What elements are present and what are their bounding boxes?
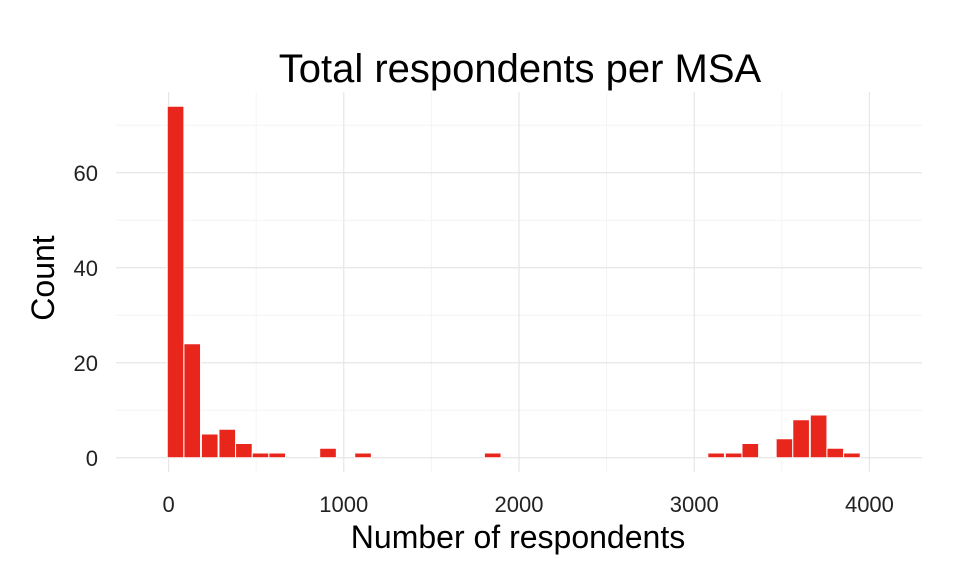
- x-tick-label: 2000: [495, 492, 544, 517]
- chart-title: Total respondents per MSA: [279, 47, 762, 91]
- histogram-bar: [200, 433, 219, 459]
- histogram-bar: [724, 452, 743, 459]
- y-axis-label: Count: [25, 235, 61, 321]
- y-tick-label: 0: [86, 446, 98, 471]
- bars-layer: [166, 105, 861, 459]
- histogram-bar: [235, 443, 253, 459]
- ticks-layer: 0 1000 2000 3000 4000 0 20 40 60: [74, 161, 894, 517]
- y-tick-label: 20: [74, 351, 98, 376]
- histogram-bar: [354, 452, 372, 459]
- histogram-bar: [483, 452, 502, 459]
- histogram-bar: [775, 438, 794, 459]
- x-tick-label: 0: [162, 492, 174, 517]
- histogram-bar: [218, 428, 237, 459]
- x-tick-label: 1000: [319, 492, 368, 517]
- y-tick-label: 60: [74, 161, 98, 186]
- histogram-bar: [251, 452, 270, 459]
- histogram-bar: [826, 447, 845, 459]
- histogram-bar: [843, 452, 861, 459]
- grid-layer: [116, 92, 922, 472]
- x-tick-label: 4000: [845, 492, 894, 517]
- histogram-bar: [268, 452, 287, 459]
- histogram-bar: [809, 414, 828, 459]
- y-tick-label: 40: [74, 256, 98, 281]
- histogram-bar: [319, 447, 337, 459]
- histogram-bar: [707, 452, 725, 459]
- histogram-bar: [183, 343, 202, 459]
- x-tick-label: 3000: [670, 492, 719, 517]
- histogram-bar: [792, 419, 810, 459]
- histogram-bar: [741, 443, 760, 459]
- histogram-bar: [166, 105, 185, 459]
- x-axis-label: Number of respondents: [351, 519, 685, 555]
